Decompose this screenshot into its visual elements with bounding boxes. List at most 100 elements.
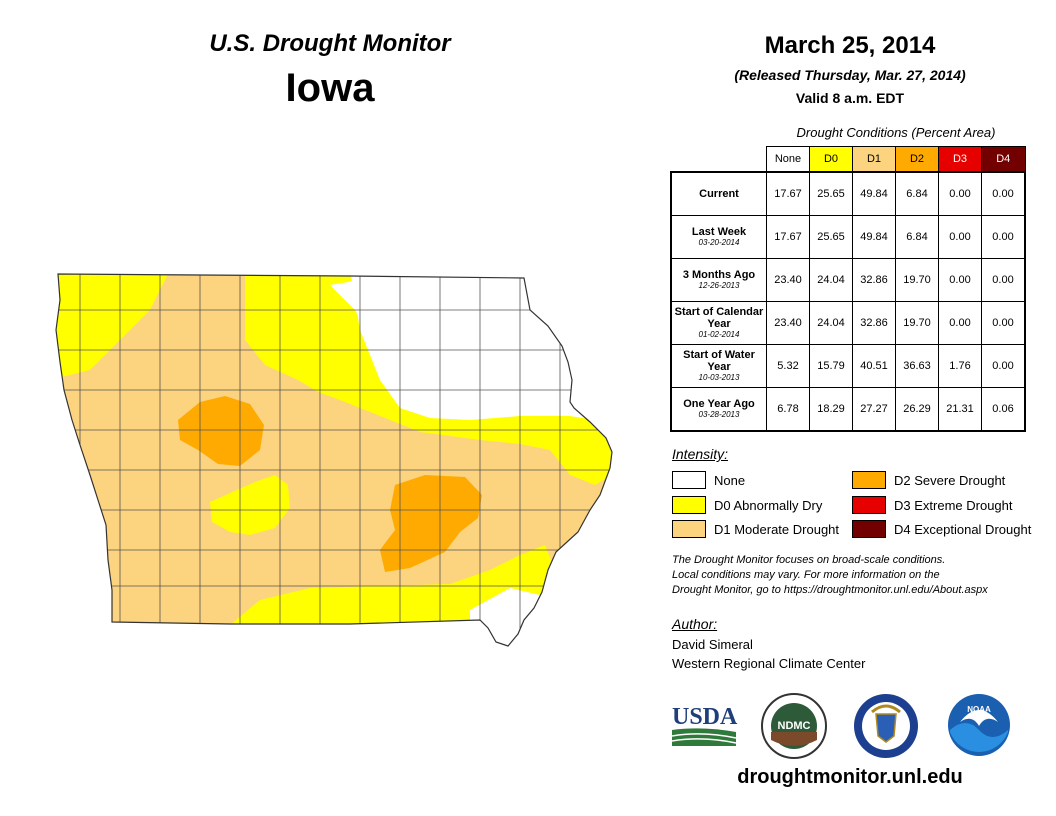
table-cell: 6.84 [895,215,939,259]
table-cell: 17.67 [766,171,810,216]
row-label-text: Start of Calendar Year [674,306,764,330]
d2-region-west [178,396,264,466]
row-label: Start of Calendar Year 01-02-2014 [670,301,767,345]
table-header-row: None D0 D1 D2 D3 D4 [671,146,1026,173]
row-date: 10-03-2013 [698,373,740,382]
table-cell: 21.31 [938,387,982,432]
legend-swatch [852,520,886,538]
usda-logo: USDA [672,704,738,746]
table-cell: 0.00 [981,258,1026,302]
table-cell: 0.00 [938,258,982,302]
d0-region-center [210,475,290,535]
table-row: Current 17.67 25.65 49.84 6.84 0.00 0.00 [670,171,1026,216]
table-cell: 6.78 [766,387,810,432]
table-cell: 36.63 [895,344,939,388]
legend-swatch [672,520,706,538]
legend-swatch [672,496,706,514]
table-row: 3 Months Ago 12-26-2013 23.40 24.04 32.86 19.… [670,258,1026,302]
table-cell: 0.00 [938,301,982,345]
table-cell: 25.65 [809,215,853,259]
legend-swatch [852,496,886,514]
noaa-logo: NOAA [948,694,1010,756]
table-cell: 17.67 [766,215,810,259]
table-cell: 23.40 [766,258,810,302]
table-row: Last Week 03-20-2014 17.67 25.65 49.84 6.84 0.… [670,215,1026,259]
legend-label: D4 Exceptional Drought [894,521,1032,537]
legend-label: None [714,472,746,488]
table-cell: 24.04 [809,301,853,345]
row-label-text: Last Week [691,226,747,238]
table-cell: 0.06 [981,387,1026,432]
table-cell: 49.84 [852,215,896,259]
legend-label: D1 Moderate Drought [714,521,840,537]
col-d1: D1 [852,146,896,173]
col-d3: D3 [938,146,982,173]
author-heading: Author: [672,616,718,632]
county-lines [56,274,612,646]
row-date: 03-28-2013 [698,410,740,419]
table-cell: 0.00 [981,344,1026,388]
table-cell: 19.70 [895,258,939,302]
row-label: 3 Months Ago 12-26-2013 [670,258,767,302]
table-cell: 26.29 [895,387,939,432]
table-cell: 0.00 [981,215,1026,259]
row-label-text: One Year Ago [683,398,755,410]
legend-d2: D2 Severe Drought [852,471,1005,489]
table-cell: 0.00 [981,171,1026,216]
table-caption: Drought Conditions (Percent Area) [796,125,996,140]
table-cell: 0.00 [981,301,1026,345]
table-cell: 0.00 [938,215,982,259]
legend-d1: D1 Moderate Drought [672,520,839,538]
website-url[interactable]: droughtmonitor.unl.edu [737,766,963,788]
iowa-drought-map [55,273,613,647]
info-note: The Drought Monitor focuses on broad-sca… [672,553,1052,598]
legend-swatch [672,471,706,489]
row-label: Start of Water Year 10-03-2013 [670,344,767,388]
state-name: Iowa [285,66,375,110]
map-title: U.S. Drought Monitor [209,30,451,57]
legend-d3: D3 Extreme Drought [852,496,1013,514]
table-cell: 23.40 [766,301,810,345]
legend-d4: D4 Exceptional Drought [852,520,1031,538]
note-line: The Drought Monitor focuses on broad-sca… [672,554,946,566]
table-corner [671,146,767,173]
valid-time: Valid 8 a.m. EDT [795,90,905,106]
ndmc-logo: NDMC [761,693,827,759]
col-none: None [766,146,810,173]
table-row: Start of Calendar Year 01-02-2014 23.40 24.… [670,301,1026,345]
commerce-seal-logo [854,694,918,758]
legend-d0: D0 Abnormally Dry [672,496,822,514]
ndmc-logo-text: NDMC [778,720,811,732]
table-cell: 32.86 [852,301,896,345]
legend-title: Intensity: [672,446,729,462]
note-line: Local conditions may vary. For more info… [672,569,940,581]
table-cell: 19.70 [895,301,939,345]
table-row: Start of Water Year 10-03-2013 5.32 15.79 40… [670,344,1026,388]
row-label: Current [670,171,767,216]
table-row: One Year Ago 03-28-2013 6.78 18.29 27.27 26.2… [670,387,1026,432]
noaa-logo-text: NOAA [967,705,991,714]
row-label-text: Start of Water Year [683,349,755,373]
table-cell: 15.79 [809,344,853,388]
usda-logo-text: USDA [672,704,738,730]
col-d4: D4 [981,146,1026,173]
col-d2: D2 [895,146,939,173]
none-notch [330,280,382,332]
table-cell: 32.86 [852,258,896,302]
drought-conditions-table: None D0 D1 D2 D3 D4 Current 17.67 25.65 49.… [670,146,1026,432]
table-cell: 40.51 [852,344,896,388]
legend-label: D3 Extreme Drought [894,497,1013,513]
d0-region-north [245,274,612,485]
row-label: One Year Ago 03-28-2013 [670,387,767,432]
row-label-text: 3 Months Ago [682,269,756,281]
author-name: David Simeral [672,637,753,652]
author-organization: Western Regional Climate Center [672,656,866,671]
note-line: Drought Monitor, go to https://droughtmo… [672,584,988,596]
table-cell: 0.00 [938,171,982,216]
d2-region-east [380,475,482,572]
map-date: March 25, 2014 [764,32,936,59]
table-cell: 18.29 [809,387,853,432]
table-cell: 24.04 [809,258,853,302]
row-date: 12-26-2013 [698,281,740,290]
legend-swatch [852,471,886,489]
